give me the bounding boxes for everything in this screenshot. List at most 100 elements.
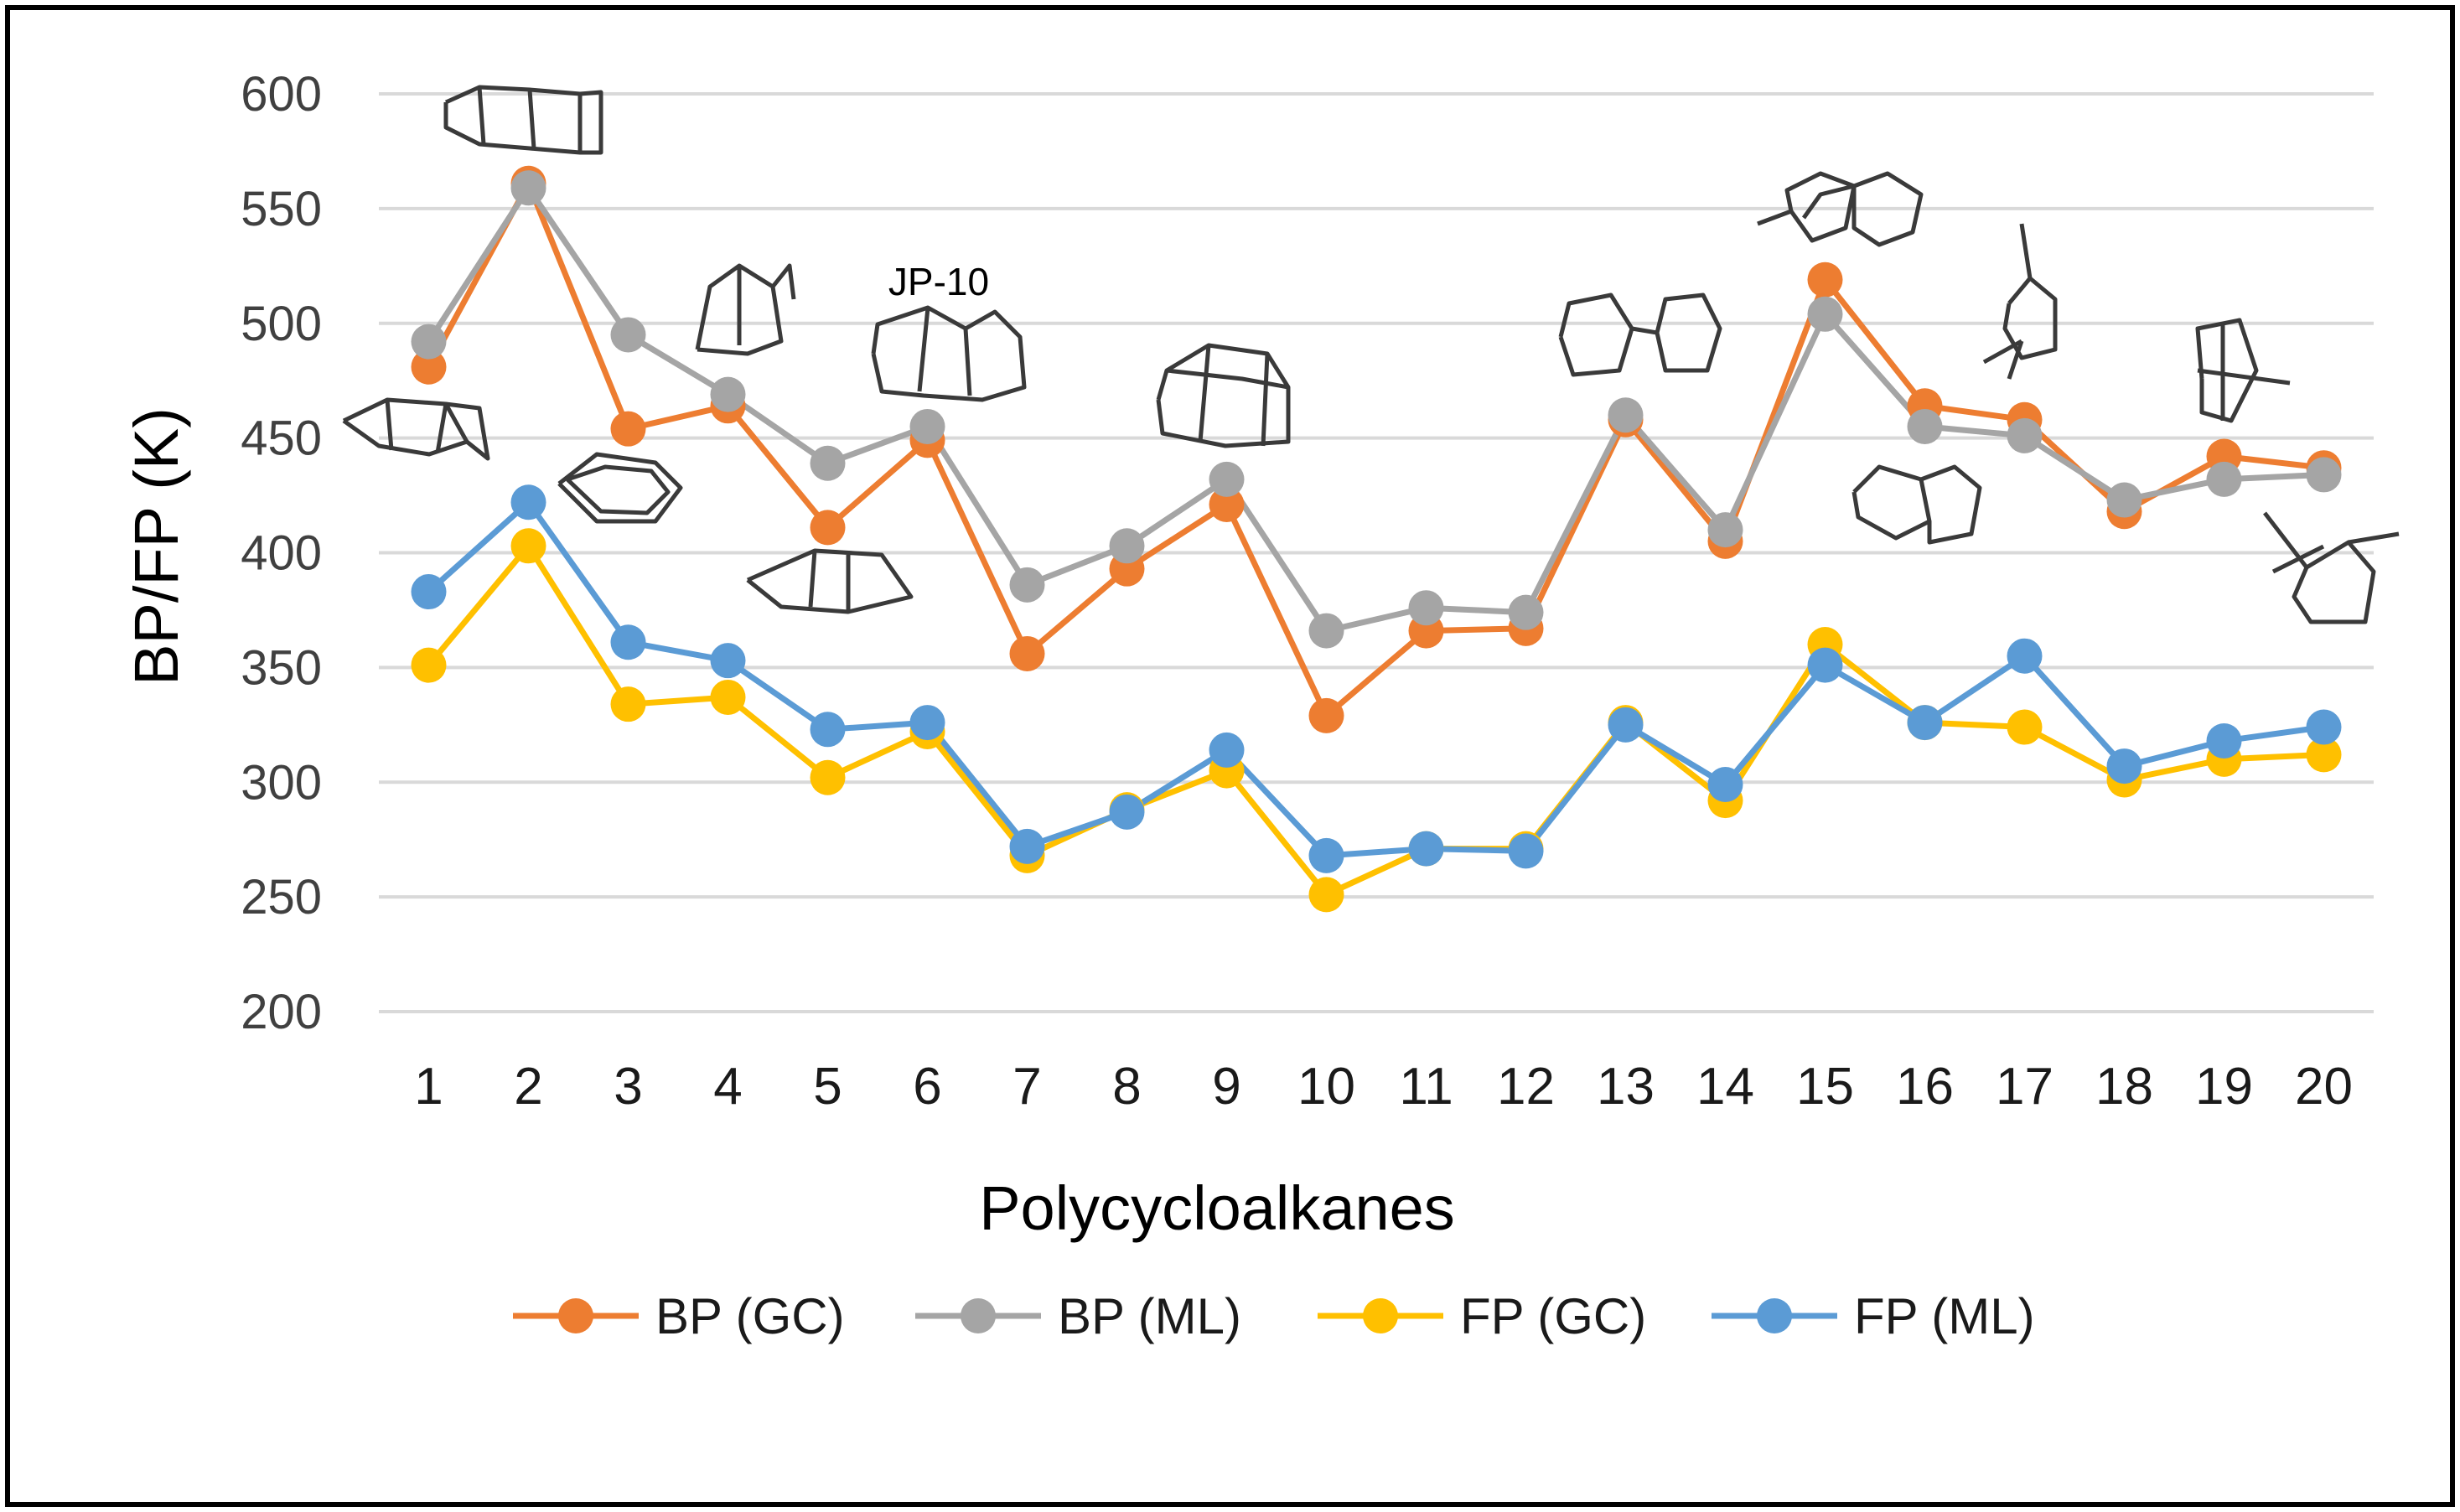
data-point-fp-ml [1907, 705, 1943, 741]
x-tick-label: 2 [514, 1058, 542, 1116]
data-point-fp-ml [1308, 837, 1344, 873]
data-point-fp-ml [1109, 794, 1145, 830]
x-tick-label: 18 [2095, 1058, 2153, 1116]
series-points [411, 165, 2342, 913]
legend-label-bp-gc: BP (GC) [655, 1288, 845, 1344]
x-tick-label: 3 [614, 1058, 642, 1116]
series-line-fp-ml [427, 499, 2324, 859]
molecule-sketch-17 [1982, 223, 2058, 380]
molecule-sketch-3 [557, 452, 683, 524]
data-point-bp-ml [1707, 512, 1743, 548]
x-tick-label: 15 [1796, 1058, 1854, 1116]
data-point-bp-ml [2007, 417, 2043, 453]
data-point-fp-gc [2306, 737, 2342, 773]
data-point-bp-ml [1608, 397, 1644, 433]
molecule-sketch-2 [443, 85, 603, 155]
data-point-bp-gc [1308, 697, 1344, 733]
data-point-bp-ml [1308, 613, 1344, 649]
annotation-jp10: JP-10 [888, 260, 989, 303]
x-axis-ticks: 1 2 3 4 5 6 7 8 9 10 11 12 13 14 15 16 17 18 19 20 [414, 1058, 2353, 1116]
data-point-fp-gc [411, 647, 447, 683]
chart-frame: 200 250 300 350 400 450 500 550 600 1 2 3 4 5 6 7 8 9 10 1… [5, 5, 2455, 1507]
data-point-bp-ml [411, 324, 447, 360]
data-point-bp-ml [510, 170, 546, 206]
data-point-fp-gc [610, 686, 646, 722]
data-point-fp-gc [2007, 709, 2043, 745]
molecule-sketch-6 [871, 305, 1027, 402]
x-tick-label: 11 [1399, 1058, 1453, 1116]
data-point-bp-ml [1009, 567, 1045, 603]
legend-marker-fp-gc [1363, 1298, 1398, 1333]
molecule-sketch-1 [342, 397, 490, 461]
molecule-sketch-4 [695, 263, 796, 356]
data-point-fp-ml [2306, 709, 2342, 745]
data-point-bp-gc [411, 349, 447, 385]
legend-marker-bp-ml [961, 1298, 996, 1333]
data-point-bp-gc [610, 411, 646, 447]
data-point-bp-ml [1408, 590, 1444, 626]
molecule-sketch-5 [746, 548, 914, 614]
data-point-fp-ml [2007, 638, 2043, 674]
data-point-fp-ml [411, 574, 447, 610]
x-tick-label: 20 [2295, 1058, 2353, 1116]
y-axis-ticks: 200 250 300 350 400 450 500 550 600 [241, 67, 322, 1039]
y-tick-label: 300 [241, 755, 322, 810]
data-point-fp-ml [710, 643, 746, 679]
series-lines [426, 180, 2324, 898]
data-point-bp-ml [2106, 482, 2142, 518]
legend-label-fp-gc: FP (GC) [1460, 1288, 1646, 1344]
data-point-bp-ml [810, 445, 846, 481]
data-point-fp-ml [1807, 647, 1843, 683]
data-point-fp-gc [510, 528, 546, 564]
x-tick-label: 17 [1996, 1058, 2053, 1116]
data-point-fp-ml [909, 705, 945, 741]
data-point-fp-ml [1608, 707, 1644, 743]
y-axis-title: BP/FP (K) [122, 407, 191, 686]
data-point-fp-ml [1009, 828, 1045, 864]
data-point-fp-gc [810, 759, 846, 795]
molecule-sketch-20 [2263, 511, 2400, 624]
x-tick-label: 4 [713, 1058, 742, 1116]
data-point-fp-ml [2206, 722, 2242, 759]
y-tick-label: 200 [241, 985, 322, 1039]
molecule-sketch-16 [1851, 464, 1982, 545]
data-point-fp-ml [510, 484, 546, 520]
x-tick-label: 6 [913, 1058, 941, 1116]
molecule-sketch-9 [1156, 343, 1291, 448]
data-point-fp-gc [710, 679, 746, 715]
legend-label-bp-ml: BP (ML) [1058, 1288, 1241, 1344]
data-point-fp-gc [1308, 877, 1344, 913]
x-tick-label: 16 [1896, 1058, 1954, 1116]
x-tick-label: 8 [1112, 1058, 1141, 1116]
y-tick-label: 350 [241, 640, 322, 695]
data-point-bp-gc [1209, 487, 1245, 523]
y-tick-label: 450 [241, 412, 322, 466]
data-point-bp-gc [810, 510, 846, 546]
x-tick-label: 1 [414, 1058, 443, 1116]
molecule-sketch-15 [1757, 171, 1924, 247]
x-tick-label: 14 [1696, 1058, 1754, 1116]
data-point-bp-ml [1508, 594, 1544, 630]
x-axis-title: Polycycloalkanes [979, 1173, 1455, 1243]
y-tick-label: 550 [241, 182, 322, 236]
x-tick-label: 13 [1597, 1058, 1655, 1116]
data-point-fp-ml [610, 624, 646, 660]
x-tick-label: 12 [1497, 1058, 1555, 1116]
data-point-bp-gc [1807, 261, 1843, 298]
data-point-bp-ml [610, 317, 646, 353]
data-point-bp-ml [1907, 408, 1943, 444]
data-point-fp-ml [1408, 831, 1444, 867]
data-point-bp-gc [1009, 635, 1045, 671]
data-point-fp-ml [1209, 732, 1245, 768]
y-tick-label: 600 [241, 67, 322, 122]
molecule-sketch-13 [1558, 293, 1722, 377]
data-point-fp-ml [1508, 833, 1544, 869]
data-point-fp-ml [810, 712, 846, 748]
data-point-fp-ml [2106, 748, 2142, 784]
data-point-bp-ml [710, 376, 746, 412]
x-tick-label: 7 [1012, 1058, 1041, 1116]
x-tick-label: 5 [813, 1058, 842, 1116]
x-tick-label: 10 [1297, 1058, 1355, 1116]
data-point-bp-ml [1209, 461, 1245, 497]
